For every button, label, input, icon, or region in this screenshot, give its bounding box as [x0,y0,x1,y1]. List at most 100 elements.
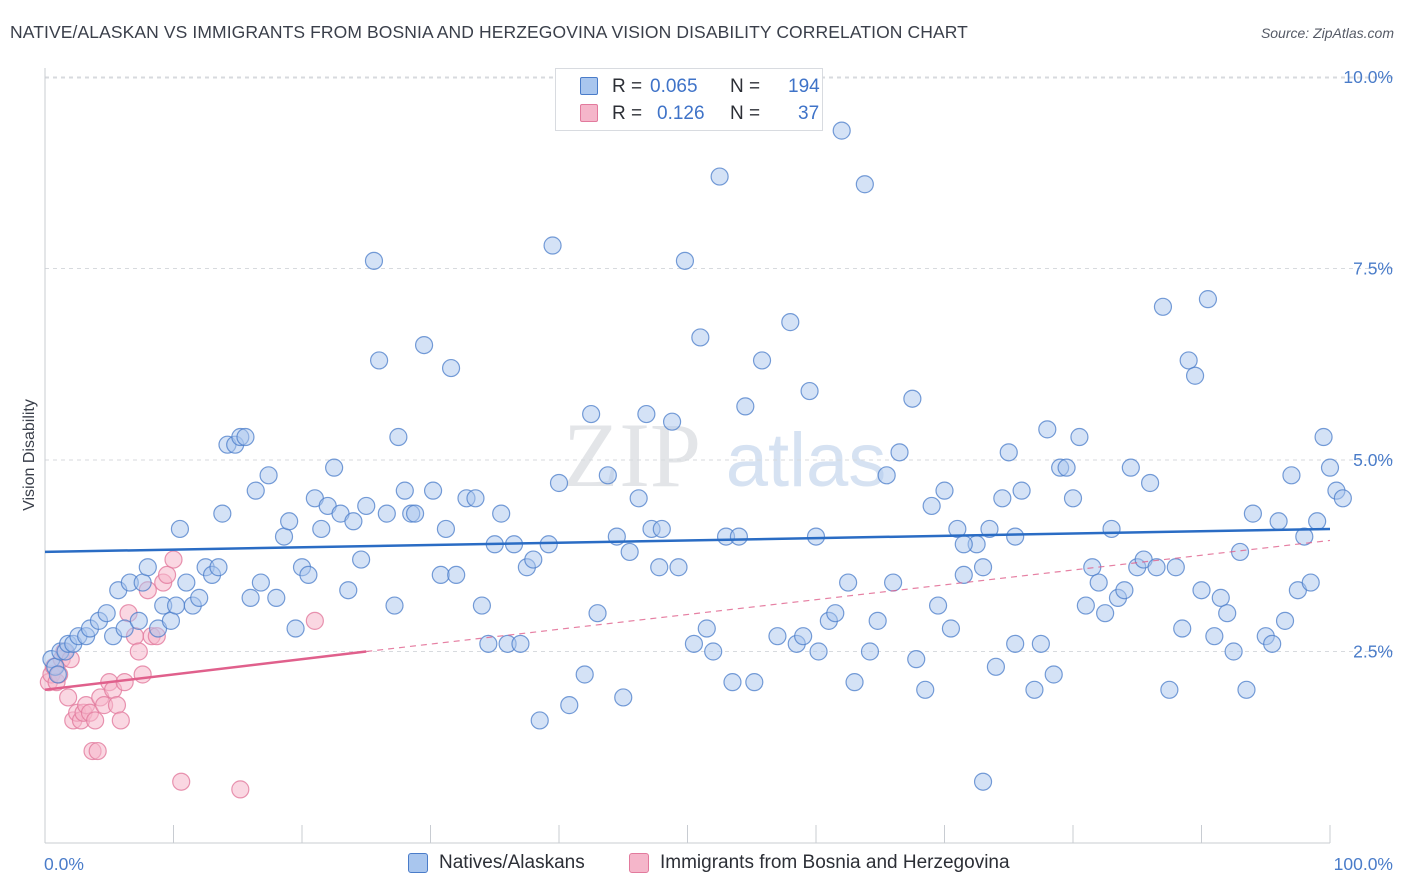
point-natives-41 [280,512,299,531]
point-natives-70 [472,596,491,615]
stats-legend: R = 0.065 N = 194 R = 0.126 N = 37 [555,68,823,131]
point-natives-176 [1224,642,1243,661]
x-tick-label-max: 100.0% [1334,854,1393,874]
y-tick-label-3: 10.0% [1343,67,1393,87]
point-natives-136 [954,565,973,585]
point-natives-146 [1031,634,1050,653]
point-natives-186 [1295,527,1314,546]
point-natives-56 [377,504,396,523]
point-natives-82 [549,473,569,493]
point-natives-116 [809,642,828,661]
point-natives-121 [845,673,864,692]
point-bosnia-17 [88,741,107,761]
point-natives-151 [1063,489,1083,508]
point-natives-76 [511,634,530,653]
point-natives-173 [1205,627,1224,646]
point-natives-194 [1006,527,1025,546]
point-natives-14 [115,619,134,638]
point-natives-118 [826,604,845,623]
point-natives-140 [986,657,1006,676]
point-natives-94 [650,558,669,577]
point-natives-35 [241,588,260,607]
point-bosnia-34 [164,550,183,569]
point-natives-184 [1282,466,1301,485]
point-natives-52 [352,550,371,569]
series-natives-points [42,121,1352,791]
point-natives-125 [877,466,896,485]
legend-r-value-bosnia: 0.126 [657,103,705,124]
point-natives-178 [1237,680,1256,699]
y-axis-title-group: Vision Disability [21,399,38,511]
point-natives-166 [1160,680,1179,699]
point-natives-193 [954,535,973,554]
legend-n-label: N = [730,76,761,97]
point-natives-30 [213,504,232,523]
point-natives-91 [629,489,648,508]
point-natives-79 [530,711,549,730]
point-natives-152 [1070,427,1089,447]
point-bosnia-36 [231,780,250,799]
point-natives-48 [325,458,344,477]
point-natives-39 [267,588,286,607]
point-natives-18 [138,558,157,577]
point-natives-172 [1198,290,1218,309]
point-natives-105 [723,673,742,692]
point-natives-195 [973,772,993,791]
point-natives-148 [1044,665,1063,684]
point-natives-61 [405,504,425,523]
point-natives-106 [729,527,749,546]
point-natives-73 [492,504,511,523]
point-natives-40 [274,527,294,546]
point-natives-123 [860,642,880,661]
point-natives-132 [928,596,948,615]
y-tick-label-1: 5.0% [1353,450,1393,470]
legend-n-value-natives: 194 [788,76,820,97]
point-natives-131 [922,496,941,516]
point-natives-147 [1038,420,1057,439]
point-natives-2 [48,665,67,684]
point-natives-84 [575,665,594,684]
x-tick-labels: 0.0% 100.0% [44,854,1393,874]
point-natives-66 [441,358,461,378]
point-natives-142 [999,443,1018,462]
y-axis-title: Vision Disability [21,399,38,511]
point-natives-54 [364,251,384,270]
point-natives-160 [1121,458,1140,477]
point-natives-78 [524,550,543,569]
y-tick-label-0: 2.5% [1353,642,1393,662]
point-natives-143 [1006,634,1025,653]
point-natives-23 [170,519,190,539]
point-natives-187 [1301,573,1320,592]
point-natives-83 [560,696,579,715]
point-natives-144 [1012,481,1031,500]
point-natives-134 [941,619,961,638]
point-natives-139 [980,519,999,539]
chart-title: NATIVE/ALASKAN VS IMMIGRANTS FROM BOSNIA… [10,22,968,42]
x-tick-label-min: 0.0% [44,854,84,874]
point-bosnia-37 [305,611,324,630]
point-natives-34 [236,427,255,447]
point-natives-102 [704,642,723,661]
point-natives-189 [1314,427,1333,447]
trendline-bosnia-extension [366,539,1331,653]
point-natives-127 [890,443,909,462]
point-natives-110 [768,627,787,646]
point-bosnia-27 [129,642,148,661]
point-natives-190 [1320,458,1340,477]
point-natives-89 [614,688,633,707]
point-natives-126 [883,573,903,592]
legend-swatch-natives [580,77,598,95]
y-tick-labels: 2.5% 5.0% 7.5% 10.0% [1343,67,1393,662]
point-natives-86 [588,604,607,623]
point-natives-67 [447,565,466,585]
point-natives-145 [1025,680,1044,699]
point-natives-169 [1179,351,1198,370]
point-natives-17 [133,573,152,592]
legend-swatch-bosnia [580,104,598,122]
point-bosnia-28 [133,665,152,684]
source-label: Source: ZipAtlas.com [1260,25,1394,41]
y-tick-label-2: 7.5% [1353,259,1393,279]
point-natives-155 [1089,573,1108,592]
point-natives-120 [839,573,858,592]
